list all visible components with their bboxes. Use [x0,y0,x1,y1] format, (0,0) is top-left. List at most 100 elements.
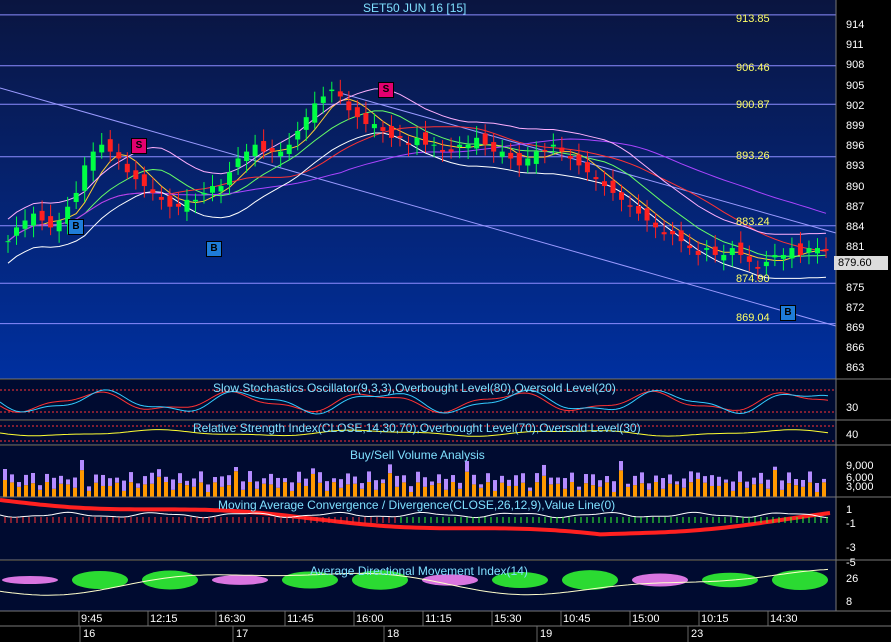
buy-volume-bar [500,475,504,483]
sell-volume-bar [745,487,749,497]
buy-volume-bar [353,476,357,484]
buy-volume-bar [626,483,630,487]
buy-volume-bar [332,478,336,483]
buy-volume-bar [528,487,532,491]
date-tick-label: 19 [540,628,553,640]
candle-body [814,248,820,254]
candle-body [380,127,386,131]
candle-body [431,144,437,146]
candle-body [73,192,79,202]
buy-volume-bar [24,474,28,486]
sell-volume-bar [213,482,217,497]
sell-volume-bar [710,485,714,497]
candle-body [440,149,446,152]
sell-volume-bar [752,484,756,497]
time-tick-label: 11:45 [287,613,314,625]
buy-volume-bar [710,475,714,486]
candle-body [235,158,241,168]
buy-volume-bar [724,479,728,483]
buy-volume-bar [38,485,42,490]
sell-volume-bar [38,489,42,497]
candle-body [584,162,590,173]
candle-body [210,186,215,193]
sell-volume-bar [535,482,539,497]
sell-signal-marker[interactable]: S [131,138,147,154]
sell-volume-bar [717,485,721,497]
sell-volume-bar [633,485,637,497]
candle-body [670,230,676,235]
candle-body [141,174,147,187]
sell-signal-marker[interactable]: S [378,82,394,98]
level-label: 906.46 [736,62,770,74]
candle-body [354,107,360,118]
buy-volume-bar [220,476,224,487]
sell-volume-bar [381,483,385,497]
buy-volume-bar [801,479,805,487]
buy-signal-marker[interactable]: B [780,305,796,321]
buy-volume-bar [17,482,21,487]
macd-axis-label: 1 [846,504,853,516]
buy-volume-bar [465,461,469,472]
level-label: 883.24 [736,216,770,228]
buy-volume-bar [619,461,623,471]
sell-volume-bar [346,484,350,497]
sell-volume-bar [129,482,133,497]
candle-body [653,222,659,228]
sell-volume-bar [528,490,532,497]
volume-axis-label: 9,000 [846,460,874,472]
sell-volume-bar [234,471,238,497]
volume-axis-label: 3,000 [846,481,874,493]
buy-volume-bar [752,477,756,485]
sell-volume-bar [17,486,21,497]
sell-volume-bar [248,482,252,497]
buy-volume-bar [668,474,672,484]
buy-volume-bar [311,468,315,474]
sell-volume-bar [45,482,49,497]
buy-volume-bar [262,478,266,484]
sell-volume-bar [136,487,140,497]
buy-volume-bar [612,481,616,492]
adx-area [142,570,198,590]
sell-volume-bar [703,482,707,497]
buy-volume-bar [80,460,84,471]
time-tick-label: 10:15 [701,613,729,625]
sell-volume-bar [31,483,35,497]
sell-volume-bar [150,483,154,497]
buy-volume-bar [486,473,490,483]
sell-volume-bar [605,482,609,497]
time-tick-label: 11:15 [425,613,452,625]
buy-volume-bar [346,473,350,485]
sell-volume-bar [115,482,119,497]
candle-body [559,147,565,152]
buy-volume-bar [59,475,63,484]
buy-volume-bar [45,473,49,483]
price-tick-label: 908 [846,59,865,72]
sell-volume-bar [815,491,819,497]
candle-body [167,195,173,207]
buy-volume-bar [66,479,70,485]
buy-volume-bar [507,479,511,486]
buy-volume-bar [283,478,287,483]
stochastic-k-line [0,389,829,415]
sell-volume-bar [262,483,266,497]
price-tick-label: 872 [846,301,865,314]
buy-volume-bar [549,477,553,485]
time-tick-label: 15:00 [632,613,660,625]
candle-body [789,248,795,259]
sell-volume-bar [794,485,798,497]
buy-volume-bar [199,471,203,483]
buy-signal-marker[interactable]: B [206,241,222,257]
time-tick-label: 16:00 [356,613,384,625]
adx-axis-label: 8 [846,596,853,608]
time-tick-label: 9:45 [81,613,103,625]
time-tick-label: 16:30 [218,613,246,625]
buy-volume-bar [192,478,196,487]
buy-volume-bar [171,479,175,490]
buy-volume-bar [150,472,154,484]
buy-signal-marker[interactable]: B [68,219,84,235]
adx-area [632,573,688,587]
buy-volume-bar [255,481,259,489]
candle-body [636,205,642,214]
buy-volume-bar [556,477,560,484]
sell-volume-bar [472,484,476,497]
